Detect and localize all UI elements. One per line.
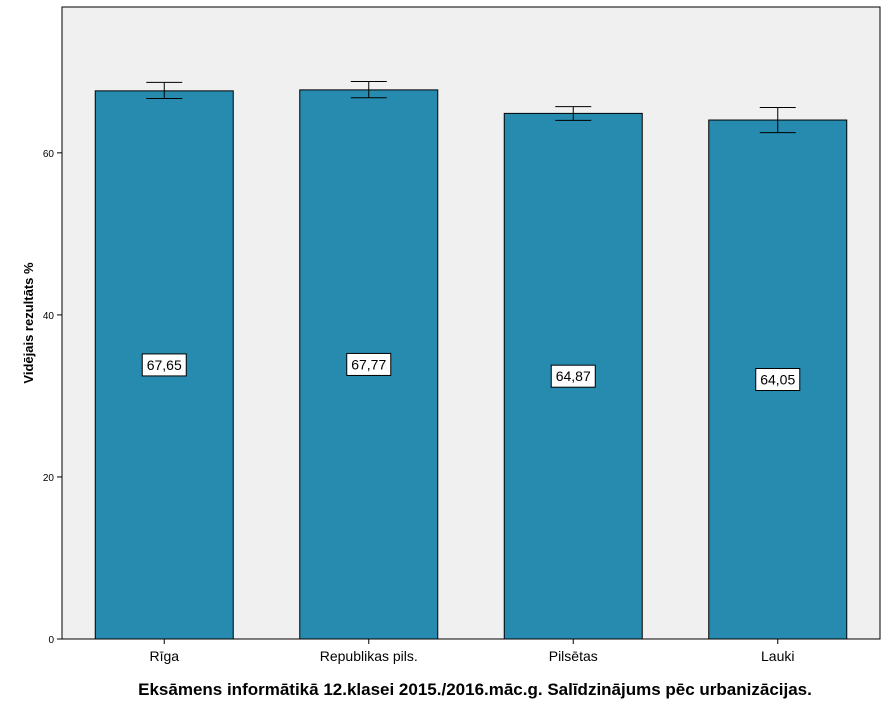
y-tick-label: 40	[43, 311, 55, 322]
error-bar	[146, 81, 183, 100]
error-bar	[350, 81, 387, 99]
data-label: 67,65	[141, 353, 187, 377]
data-label: 67,77	[346, 352, 392, 376]
data-label-text: 67,77	[351, 356, 386, 372]
error-bar	[759, 106, 796, 134]
x-tick-label: Republikas pils.	[320, 648, 418, 664]
data-label: 64,05	[755, 368, 801, 392]
data-label-text: 64,87	[556, 368, 591, 384]
y-tick-label: 60	[43, 149, 55, 160]
y-tick-label: 0	[48, 635, 54, 646]
x-tick-label: Lauki	[761, 648, 794, 664]
data-label: 64,87	[550, 364, 596, 388]
x-tick-label: Rīga	[149, 648, 179, 664]
y-tick-label: 20	[43, 473, 55, 484]
data-label-text: 67,65	[147, 357, 182, 373]
x-axis-label: Eksāmens informātikā 12.klasei 2015./201…	[138, 680, 812, 699]
error-bar	[555, 106, 592, 121]
data-label-text: 64,05	[760, 372, 795, 388]
y-axis-label: Vidējais rezultāts %	[21, 262, 36, 384]
x-tick-label: Pilsētas	[549, 648, 598, 664]
